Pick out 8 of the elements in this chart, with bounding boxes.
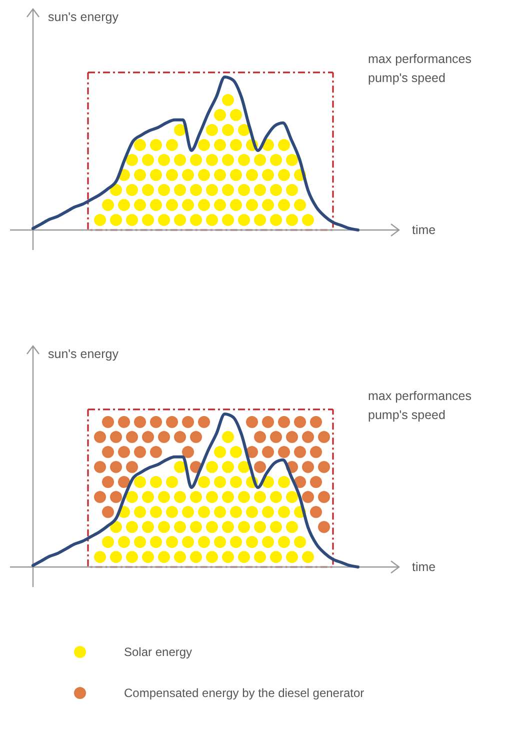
text: Compensated energy by the diesel generator	[124, 686, 364, 700]
ref-line-label: max performances pump's speed	[368, 52, 472, 85]
text: Solar energy	[124, 645, 192, 659]
y-axis-title: sun's energy	[48, 347, 120, 361]
ref-line-label: max performances pump's speed	[368, 389, 472, 422]
x-axis-title: time	[412, 223, 436, 237]
y-axis-title: sun's energy	[48, 10, 120, 24]
x-axis-title: time	[412, 560, 436, 574]
